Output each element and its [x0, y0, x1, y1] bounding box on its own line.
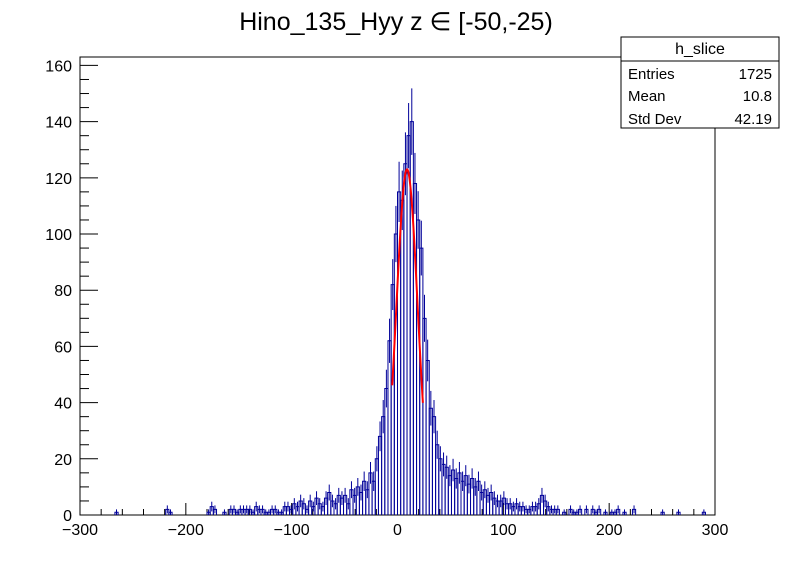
histogram-bins	[114, 88, 706, 515]
stats-mean-value: 10.8	[743, 88, 772, 105]
y-tick-label: 140	[45, 115, 72, 132]
stats-entries-label: Entries	[628, 66, 675, 83]
y-tick-label: 160	[45, 58, 72, 75]
stats-mean-label: Mean	[628, 88, 666, 105]
x-tick-label: −100	[274, 522, 310, 539]
stats-box-frame	[620, 36, 780, 129]
y-tick-label: 60	[54, 339, 72, 356]
x-tick-label: −300	[62, 522, 98, 539]
x-axis: −300 −200 −100 0 100 200 300	[62, 503, 728, 539]
x-tick-label: 100	[490, 522, 517, 539]
chart-title: Hino_135_Hyy z ∈ [-50,-25)	[239, 8, 553, 36]
stats-stddev-label: Std Dev	[628, 111, 682, 128]
y-tick-label: 20	[54, 452, 72, 469]
x-tick-label: 0	[393, 522, 402, 539]
stats-box: h_slice Entries 1725 Mean 10.8 Std Dev 4…	[620, 36, 780, 129]
gaussian-fit	[391, 168, 424, 403]
x-tick-label: −200	[168, 522, 204, 539]
y-tick-label: 120	[45, 171, 72, 188]
stats-box-title: h_slice	[675, 41, 725, 58]
y-axis: 0 20 40 60 80 100 120 140 160	[45, 58, 98, 525]
x-tick-label: 200	[596, 522, 623, 539]
fit-curve	[391, 168, 424, 403]
y-tick-label: 80	[54, 283, 72, 300]
stats-stddev-value: 42.19	[734, 111, 772, 128]
x-tick-label: 300	[702, 522, 729, 539]
y-tick-label: 0	[63, 508, 72, 525]
stats-entries-value: 1725	[739, 66, 772, 83]
y-tick-label: 100	[45, 227, 72, 244]
y-tick-label: 40	[54, 396, 72, 413]
